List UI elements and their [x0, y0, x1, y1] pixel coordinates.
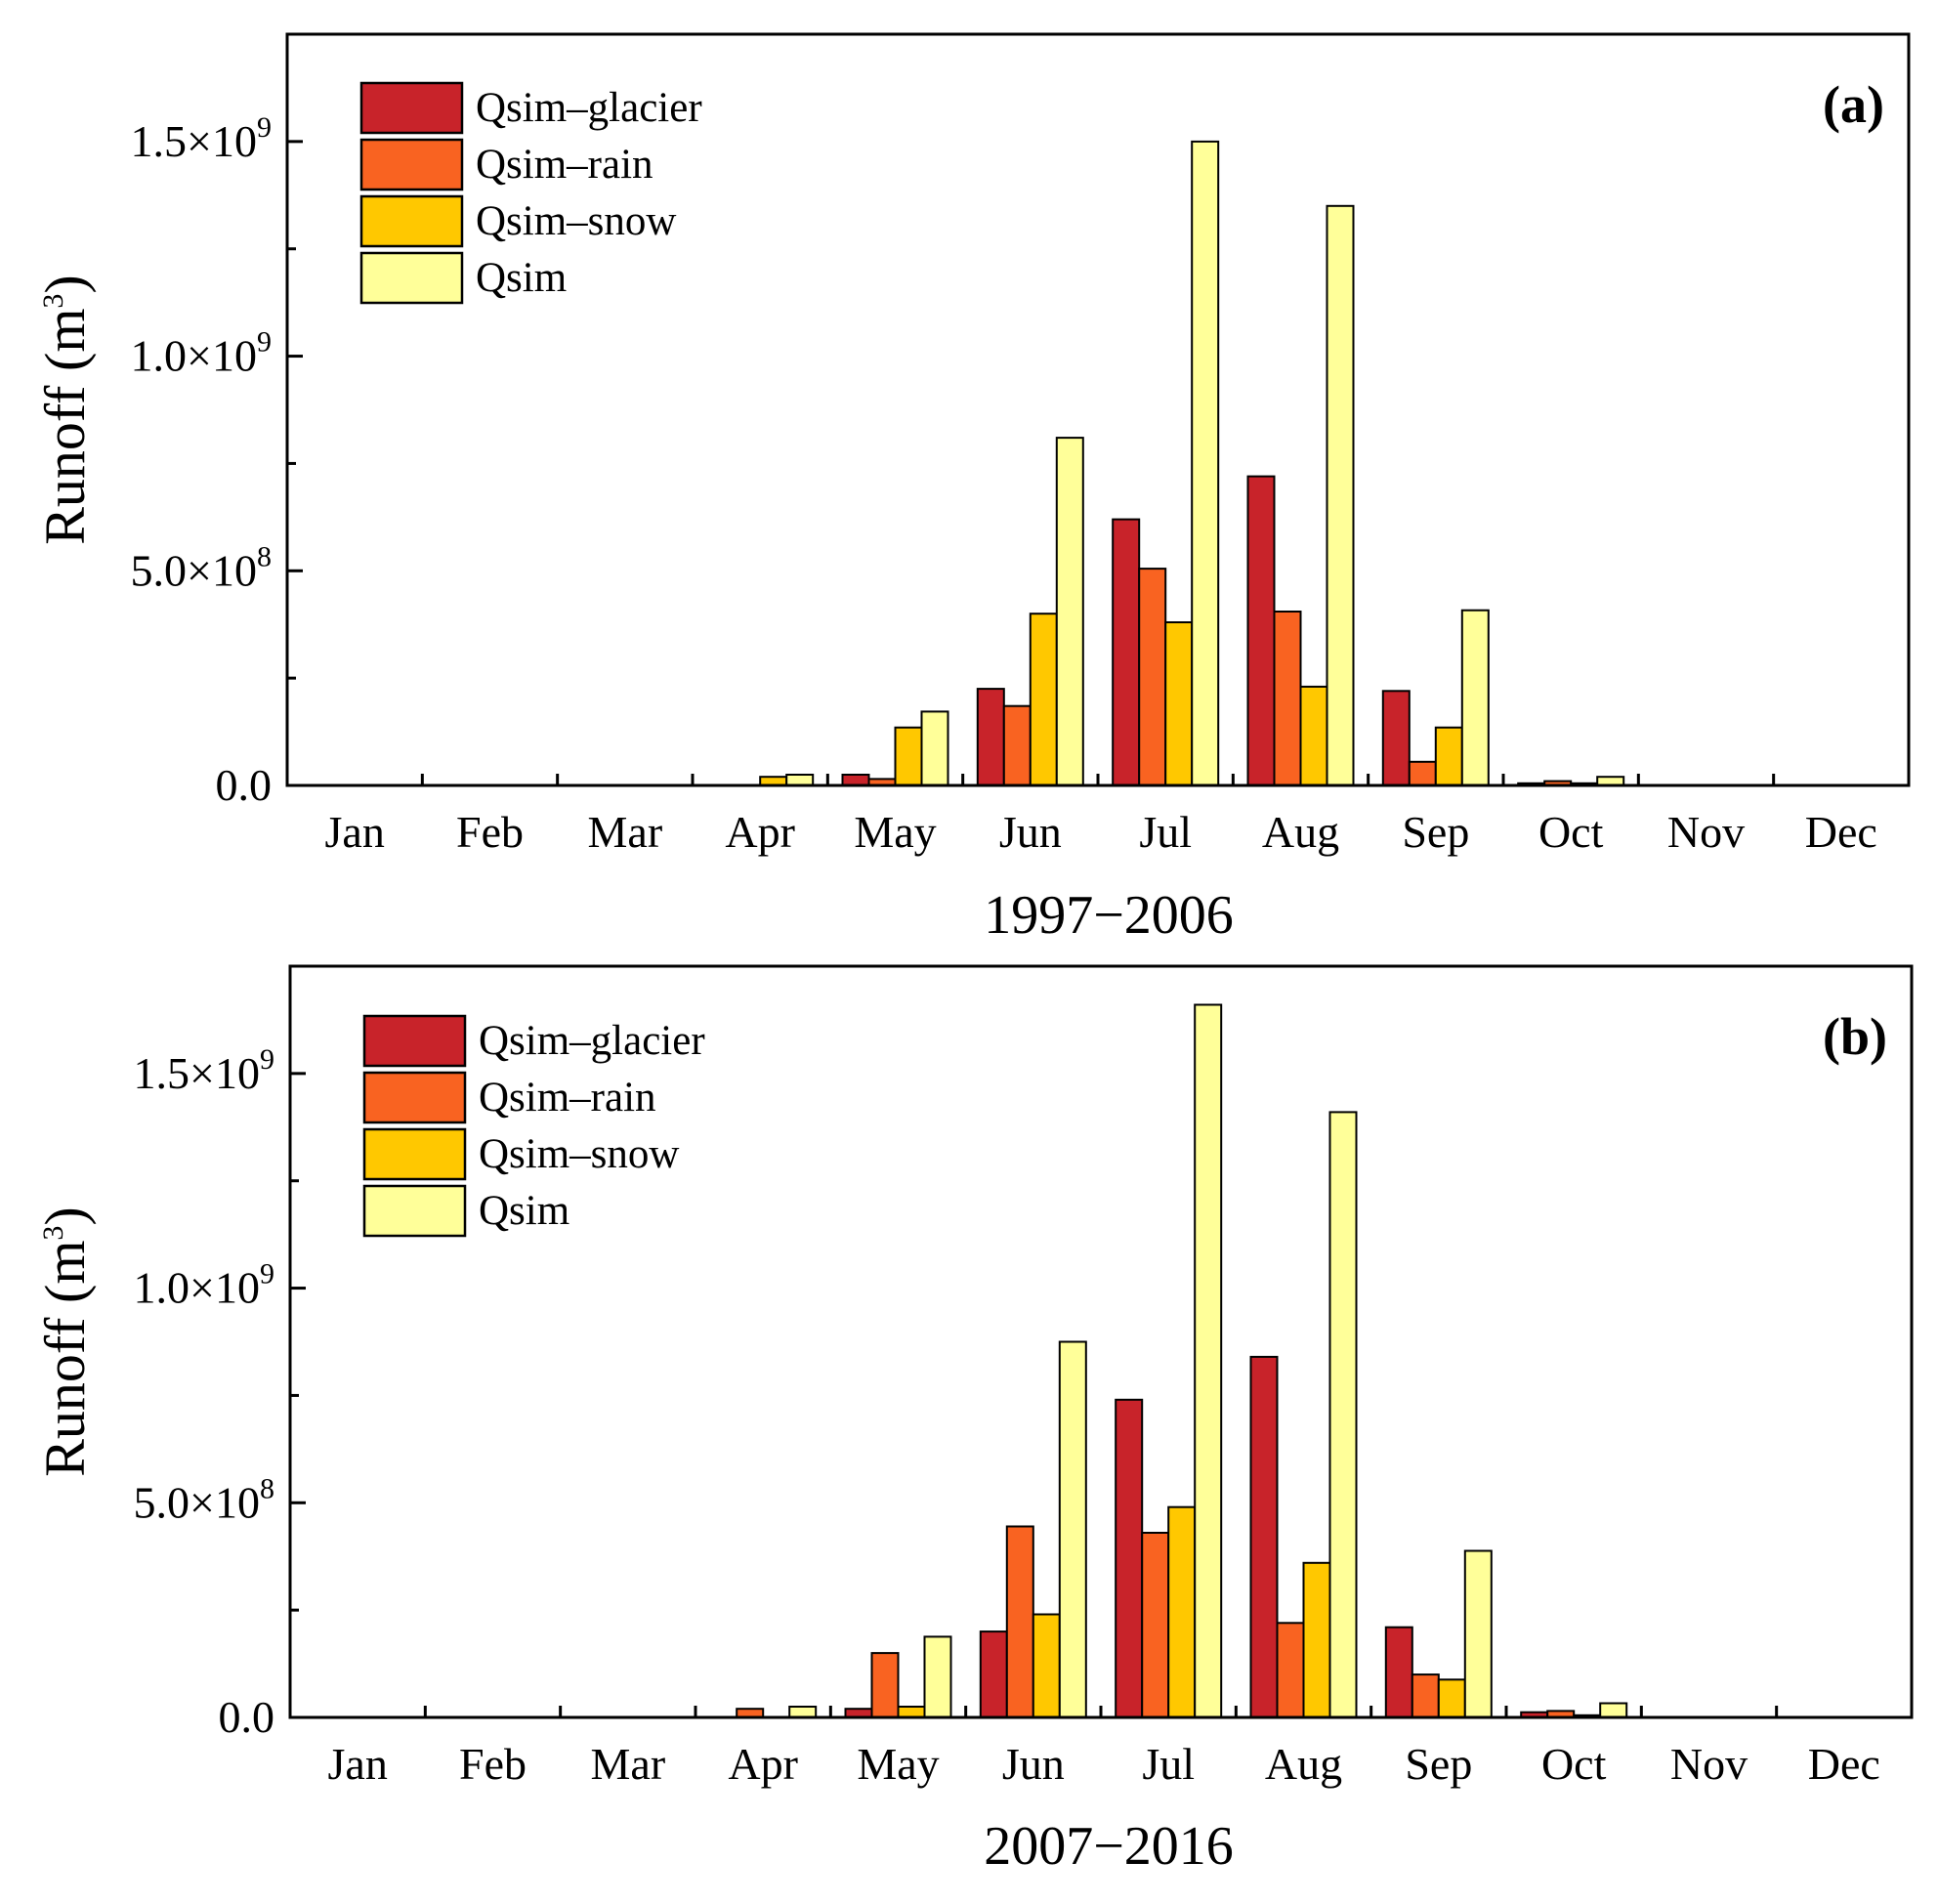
bar-b-qsim-glacier-jul [1115, 1398, 1144, 1719]
x-axis-title-a: 1997−2006 [984, 885, 1234, 946]
x-tick-label-a-jan: Jan [325, 807, 385, 857]
y-tick-label-a: 0.0 [216, 760, 273, 810]
x-tick-label-a-mar: Mar [588, 807, 663, 857]
legend-swatch-b-1 [362, 1071, 467, 1124]
bar-b-qsim-glacier-sep [1384, 1626, 1413, 1718]
legend-label-a-1: Qsim–rain [476, 142, 653, 188]
bar-b-qsim-jul [1194, 1003, 1223, 1718]
x-tick-label-a-oct: Oct [1538, 807, 1604, 857]
bar-a-qsim-aug [1326, 204, 1355, 787]
legend-label-a-2: Qsim–snow [476, 198, 676, 244]
legend-label-b-1: Qsim–rain [479, 1075, 656, 1121]
bar-b-qsim-snow-sep [1437, 1678, 1466, 1719]
bar-b-qsim-may [923, 1635, 952, 1719]
legend-label-a-0: Qsim–glacier [476, 85, 702, 131]
legend-swatch-b-2 [362, 1127, 467, 1181]
x-tick-label-b-sep: Sep [1405, 1739, 1472, 1789]
legend-label-a-3: Qsim [476, 255, 567, 301]
legend-swatch-a-1 [359, 138, 464, 191]
chart-panel-a: 0.0 5.0×108 1.0×109 1.5×109 Jan Feb Mar Apr May J… [33, 32, 1911, 946]
x-tick-label-b-jul: Jul [1142, 1739, 1195, 1789]
x-tick-label-a-jun: Jun [999, 807, 1062, 857]
bar-a-qsim-rain-sep [1408, 760, 1437, 786]
bar-a-qsim-glacier-aug [1246, 475, 1276, 786]
chart-panel-b: 0.0 5.0×108 1.0×109 1.5×109 Jan Feb Mar Apr May J… [33, 964, 1914, 1877]
bar-b-qsim-rain-may [870, 1652, 900, 1718]
x-tick-label-a-feb: Feb [456, 807, 524, 857]
bar-b-qsim-snow-jul [1167, 1505, 1197, 1718]
x-tick-label-a-apr: Apr [725, 807, 795, 857]
x-tick-label-a-may: May [854, 807, 936, 857]
y-tick-label-a: 1.5×109 [131, 111, 272, 166]
legend-swatch-a-3 [359, 251, 464, 305]
x-tick-label-a-jul: Jul [1139, 807, 1192, 857]
x-tick-label-a-nov: Nov [1667, 807, 1745, 857]
y-tick-label-b: 5.0×108 [134, 1472, 274, 1527]
bar-b-qsim-rain-sep [1411, 1673, 1440, 1718]
x-tick-label-a-aug: Aug [1262, 807, 1339, 857]
bar-b-qsim-sep [1463, 1549, 1493, 1718]
bar-b-qsim-snow-may [897, 1706, 926, 1718]
bar-b-qsim-aug [1328, 1111, 1358, 1718]
bar-b-qsim-snow-aug [1302, 1561, 1331, 1719]
x-tick-label-a-dec: Dec [1805, 807, 1877, 857]
x-tick-label-b-feb: Feb [459, 1739, 527, 1789]
x-tick-label-b-oct: Oct [1541, 1739, 1607, 1789]
bar-a-qsim-snow-sep [1434, 726, 1463, 787]
bar-a-qsim-jun [1055, 437, 1084, 786]
panel-label-a: (a) [1823, 75, 1884, 134]
y-tick-label-b: 0.0 [219, 1692, 275, 1742]
y-tick-label-b: 1.5×109 [134, 1043, 274, 1098]
bar-a-qsim-snow-jun [1029, 613, 1058, 787]
x-tick-label-b-may: May [857, 1739, 939, 1789]
y-tick-label-b: 1.0×109 [134, 1258, 274, 1313]
bar-b-qsim-snow-jun [1032, 1613, 1061, 1718]
bar-a-qsim-jul [1191, 140, 1220, 786]
bar-b-qsim-glacier-aug [1249, 1355, 1279, 1719]
bar-b-qsim-rain-jul [1141, 1532, 1170, 1718]
x-tick-label-b-apr: Apr [728, 1739, 798, 1789]
x-tick-label-b-mar: Mar [591, 1739, 666, 1789]
legend-swatch-b-0 [362, 1014, 467, 1068]
bar-b-qsim-jun [1058, 1340, 1087, 1718]
y-tick-label-a: 5.0×108 [131, 540, 272, 595]
x-tick-label-b-nov: Nov [1670, 1739, 1748, 1789]
legend-label-b-3: Qsim [479, 1188, 569, 1234]
bar-a-qsim-snow-may [894, 726, 923, 787]
x-tick-label-b-aug: Aug [1265, 1739, 1342, 1789]
bar-b-qsim-oct [1599, 1702, 1628, 1718]
x-tick-label-b-dec: Dec [1808, 1739, 1880, 1789]
bar-a-qsim-rain-aug [1273, 611, 1302, 786]
y-axis-title-a: Runoff (m3) [33, 275, 97, 545]
bar-b-qsim-glacier-jun [979, 1630, 1008, 1718]
bar-a-qsim-snow-aug [1299, 685, 1328, 787]
x-tick-label-a-sep: Sep [1402, 807, 1469, 857]
bar-a-qsim-glacier-jul [1112, 518, 1141, 786]
panel-label-b: (b) [1823, 1007, 1887, 1066]
bar-a-qsim-sep [1460, 609, 1490, 787]
y-axis-title-b: Runoff (m3) [33, 1206, 97, 1477]
bar-b-qsim-apr [788, 1706, 818, 1718]
bar-a-qsim-may [920, 710, 949, 787]
y-tick-label-a: 1.0×109 [131, 326, 272, 381]
legend-swatch-b-3 [362, 1184, 467, 1238]
bar-a-qsim-glacier-sep [1381, 690, 1411, 786]
bar-a-qsim-rain-jun [1002, 704, 1032, 787]
legend-label-b-2: Qsim–snow [479, 1131, 679, 1177]
bar-a-qsim-apr [785, 774, 815, 786]
x-tick-label-b-jun: Jun [1002, 1739, 1065, 1789]
legend-label-b-0: Qsim–glacier [479, 1018, 705, 1064]
x-tick-label-b-jan: Jan [328, 1739, 388, 1789]
legend-swatch-a-2 [359, 194, 464, 248]
bar-b-qsim-rain-aug [1276, 1622, 1305, 1719]
bar-a-qsim-rain-jul [1138, 568, 1167, 786]
bar-a-qsim-snow-jul [1164, 621, 1194, 786]
x-axis-title-b: 2007−2016 [984, 1816, 1234, 1877]
bar-a-qsim-glacier-may [841, 774, 870, 786]
bar-b-qsim-rain-jun [1005, 1525, 1034, 1718]
bar-a-qsim-glacier-jun [976, 688, 1005, 786]
legend-swatch-a-0 [359, 81, 464, 135]
